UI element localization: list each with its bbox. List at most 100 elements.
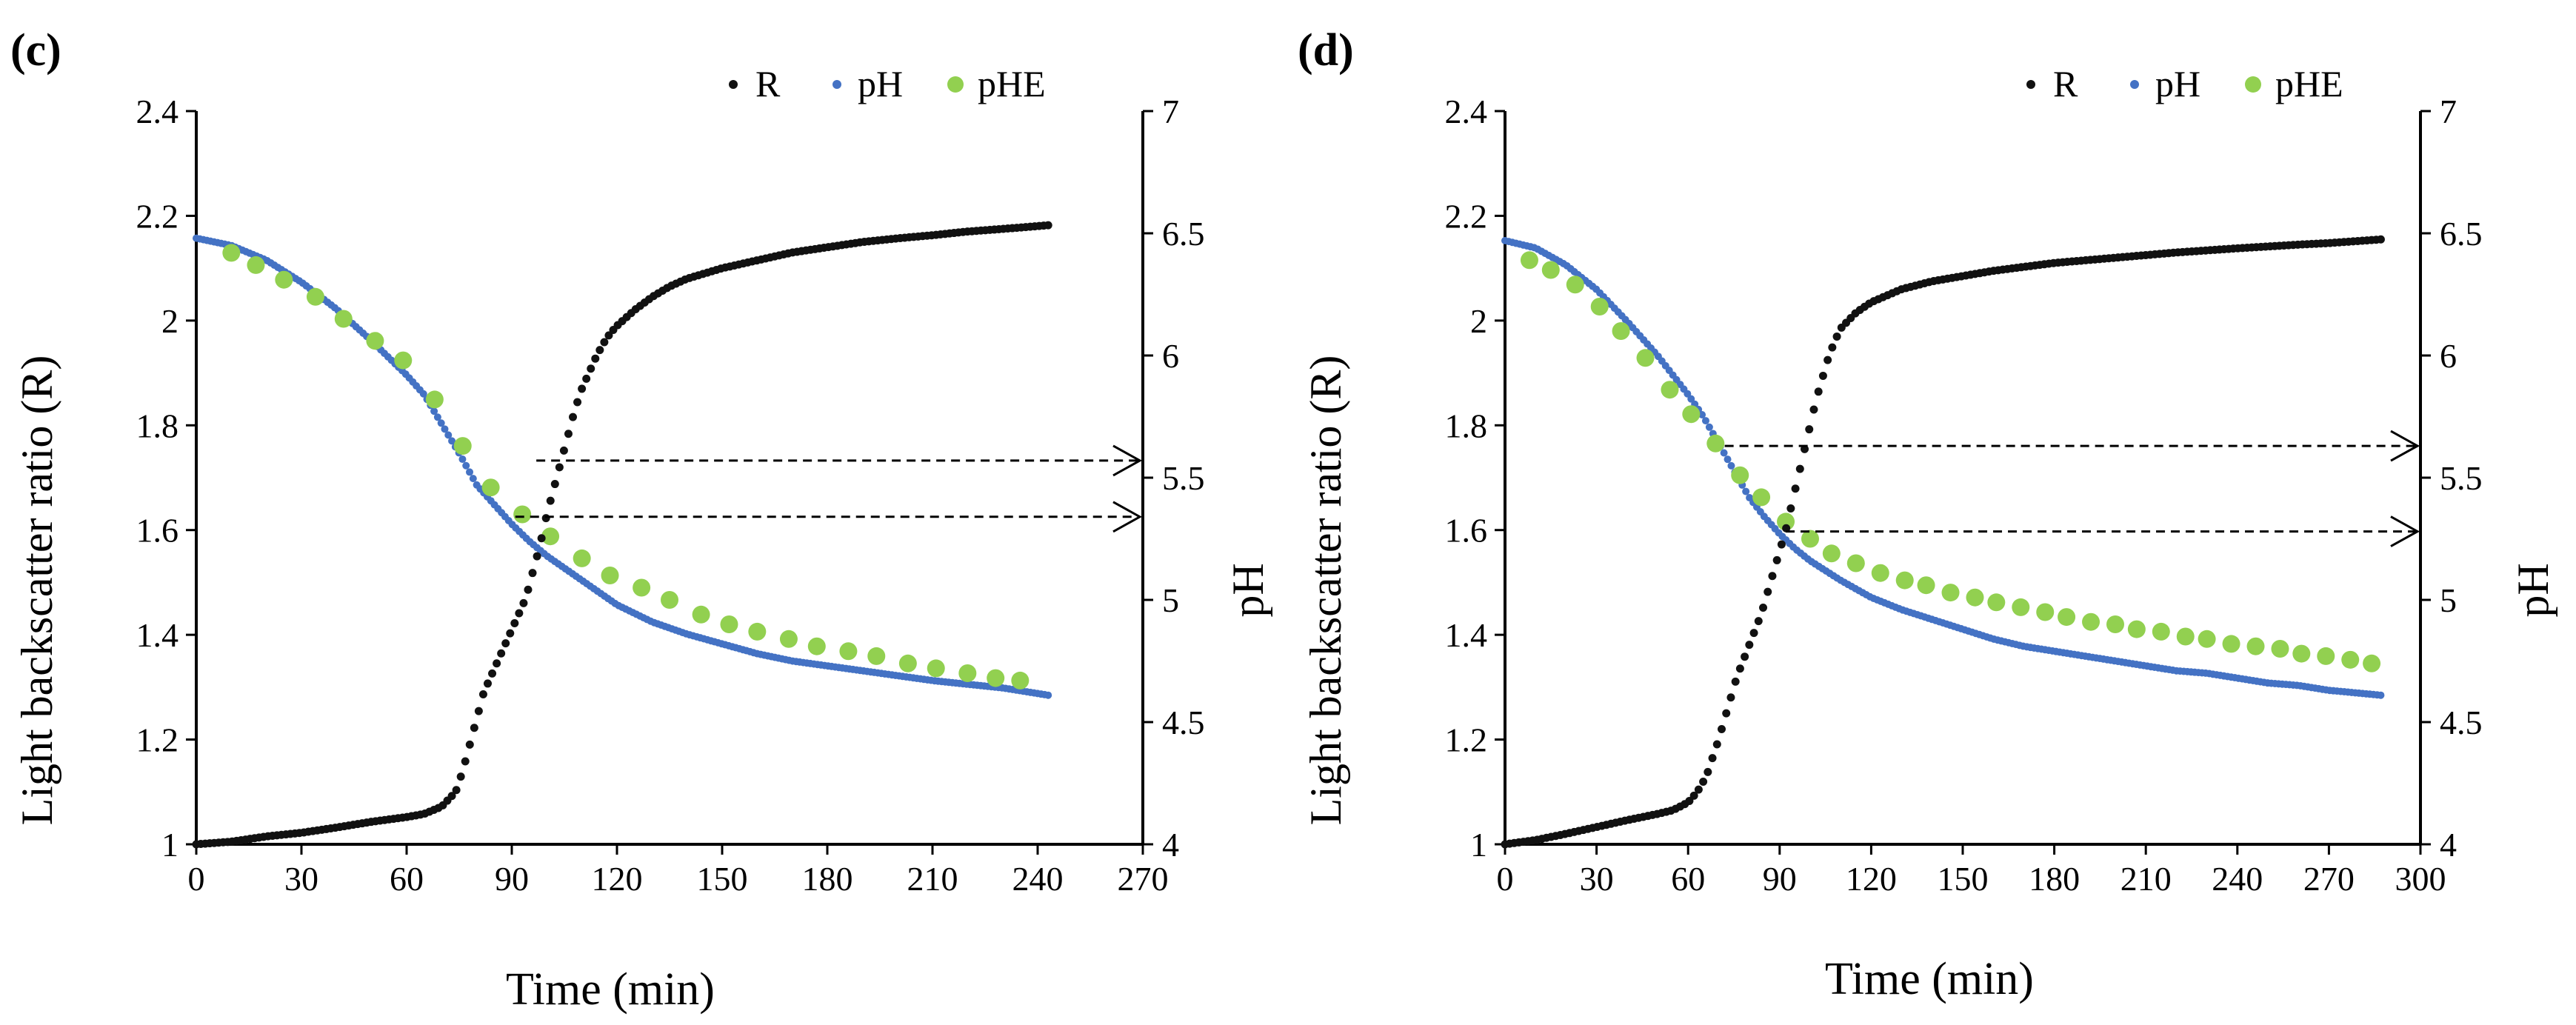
data-point-phe [987, 669, 1005, 687]
data-point-phe [692, 605, 710, 624]
data-point-r [1717, 725, 1726, 734]
legend-marker-r [2026, 80, 2035, 89]
data-point-phe [601, 567, 619, 584]
data-point-r [1818, 371, 1827, 380]
y-tick-label-right: 6 [1162, 337, 1179, 375]
data-point-phe [1011, 671, 1030, 690]
data-point-phe [958, 664, 977, 682]
data-point-r [595, 346, 604, 355]
data-point-r [461, 757, 470, 766]
data-point-ph [448, 437, 456, 445]
data-point-r [604, 331, 613, 340]
y-tick-label-right: 5 [1162, 581, 1179, 619]
legend: R pH pHE [2026, 63, 2343, 104]
data-point-phe [1871, 564, 1889, 582]
data-point-phe [1801, 530, 1819, 548]
x-tick-label: 60 [390, 860, 424, 898]
x-tick-label: 150 [1938, 860, 1989, 898]
data-point-r [447, 792, 456, 801]
data-point-phe [2058, 608, 2076, 627]
data-point-r [1795, 464, 1804, 473]
data-point-r [501, 639, 510, 648]
data-point-phe [2176, 627, 2195, 646]
data-point-r [483, 679, 492, 688]
y-tick-label-right: 6.5 [1162, 215, 1205, 253]
x-tick-label: 60 [1671, 860, 1705, 898]
data-point-phe [366, 332, 384, 350]
data-point-ph [444, 431, 453, 439]
data-point-r [478, 690, 487, 699]
data-point-r [1754, 617, 1763, 626]
data-point-phe [1752, 488, 1771, 507]
data-point-ph [2377, 691, 2385, 699]
y-tick-label-left: 1 [161, 826, 178, 864]
data-point-r [1768, 572, 1777, 581]
data-point-phe [2246, 637, 2265, 655]
data-point-ph [1742, 487, 1750, 495]
legend-marker-phe [947, 76, 964, 93]
data-point-phe [2292, 644, 2311, 663]
legend-marker-phe [2245, 76, 2261, 93]
data-point-phe [1941, 584, 1960, 602]
x-tick-label: 300 [2395, 860, 2446, 898]
data-point-r [578, 384, 587, 393]
legend-marker-ph [832, 80, 841, 89]
data-point-phe [573, 549, 591, 567]
data-point-phe [661, 591, 678, 609]
data-point-phe [807, 637, 826, 655]
data-point-r [559, 446, 568, 455]
x-tick-label: 120 [1846, 860, 1897, 898]
data-point-r [1791, 484, 1800, 493]
x-tick-label: 240 [2212, 860, 2263, 898]
y-tick-label-left: 1.4 [136, 616, 179, 654]
x-tick-label: 30 [1580, 860, 1614, 898]
x-tick-label: 180 [802, 860, 853, 898]
data-point-ph [469, 475, 477, 483]
series-phe [222, 244, 1030, 690]
y-axis-label-left: Light backscatter ratio (R) [1301, 355, 1350, 826]
legend-marker-ph [2130, 80, 2139, 89]
data-point-phe [1682, 405, 1701, 424]
x-tick-label: 90 [495, 860, 529, 898]
data-point-phe [1731, 466, 1749, 484]
legend-label-r: R [755, 63, 781, 104]
panel-label: (c) [10, 25, 61, 76]
data-point-ph [430, 407, 438, 415]
data-point-r [1722, 709, 1731, 718]
data-point-phe [2198, 630, 2216, 648]
data-point-phe [898, 654, 917, 672]
data-point-phe [2036, 603, 2055, 621]
data-point-phe [1895, 571, 1914, 590]
data-point-r [1828, 343, 1837, 352]
data-point-r [1782, 524, 1791, 532]
data-point-phe [633, 578, 651, 597]
data-point-r [1786, 504, 1795, 512]
data-point-r [1745, 641, 1754, 650]
data-point-r [546, 496, 555, 505]
data-point-r [1805, 425, 1814, 434]
data-point-r [1689, 791, 1698, 800]
data-point-ph [1724, 455, 1732, 464]
data-point-r [1685, 796, 1694, 805]
data-point-r [1777, 540, 1786, 549]
data-point-phe [748, 622, 767, 641]
y-axis-label-right: pH [1224, 563, 1272, 617]
y-tick-label-right: 5.5 [2440, 459, 2483, 497]
data-point-r [470, 724, 478, 732]
data-point-phe [720, 615, 738, 633]
data-point-r [1809, 405, 1818, 414]
data-point-r [506, 629, 515, 638]
data-point-r [533, 552, 541, 561]
x-tick-label: 210 [2120, 860, 2172, 898]
y-tick-label-left: 1 [1470, 826, 1487, 864]
data-point-ph [441, 425, 449, 433]
annotation-arrows [515, 461, 1140, 517]
x-tick-label: 120 [592, 860, 643, 898]
y-tick-label-left: 1.6 [1445, 512, 1488, 550]
data-point-r [515, 609, 524, 618]
legend-label-ph: pH [858, 63, 903, 104]
data-point-r [537, 534, 546, 543]
axes: 0 30 60 90 120 150 180 210 240 270 1 1.2 1.4 1.6 1.8 2 2… [136, 93, 1205, 898]
y-tick-label-left: 1.2 [136, 721, 179, 759]
